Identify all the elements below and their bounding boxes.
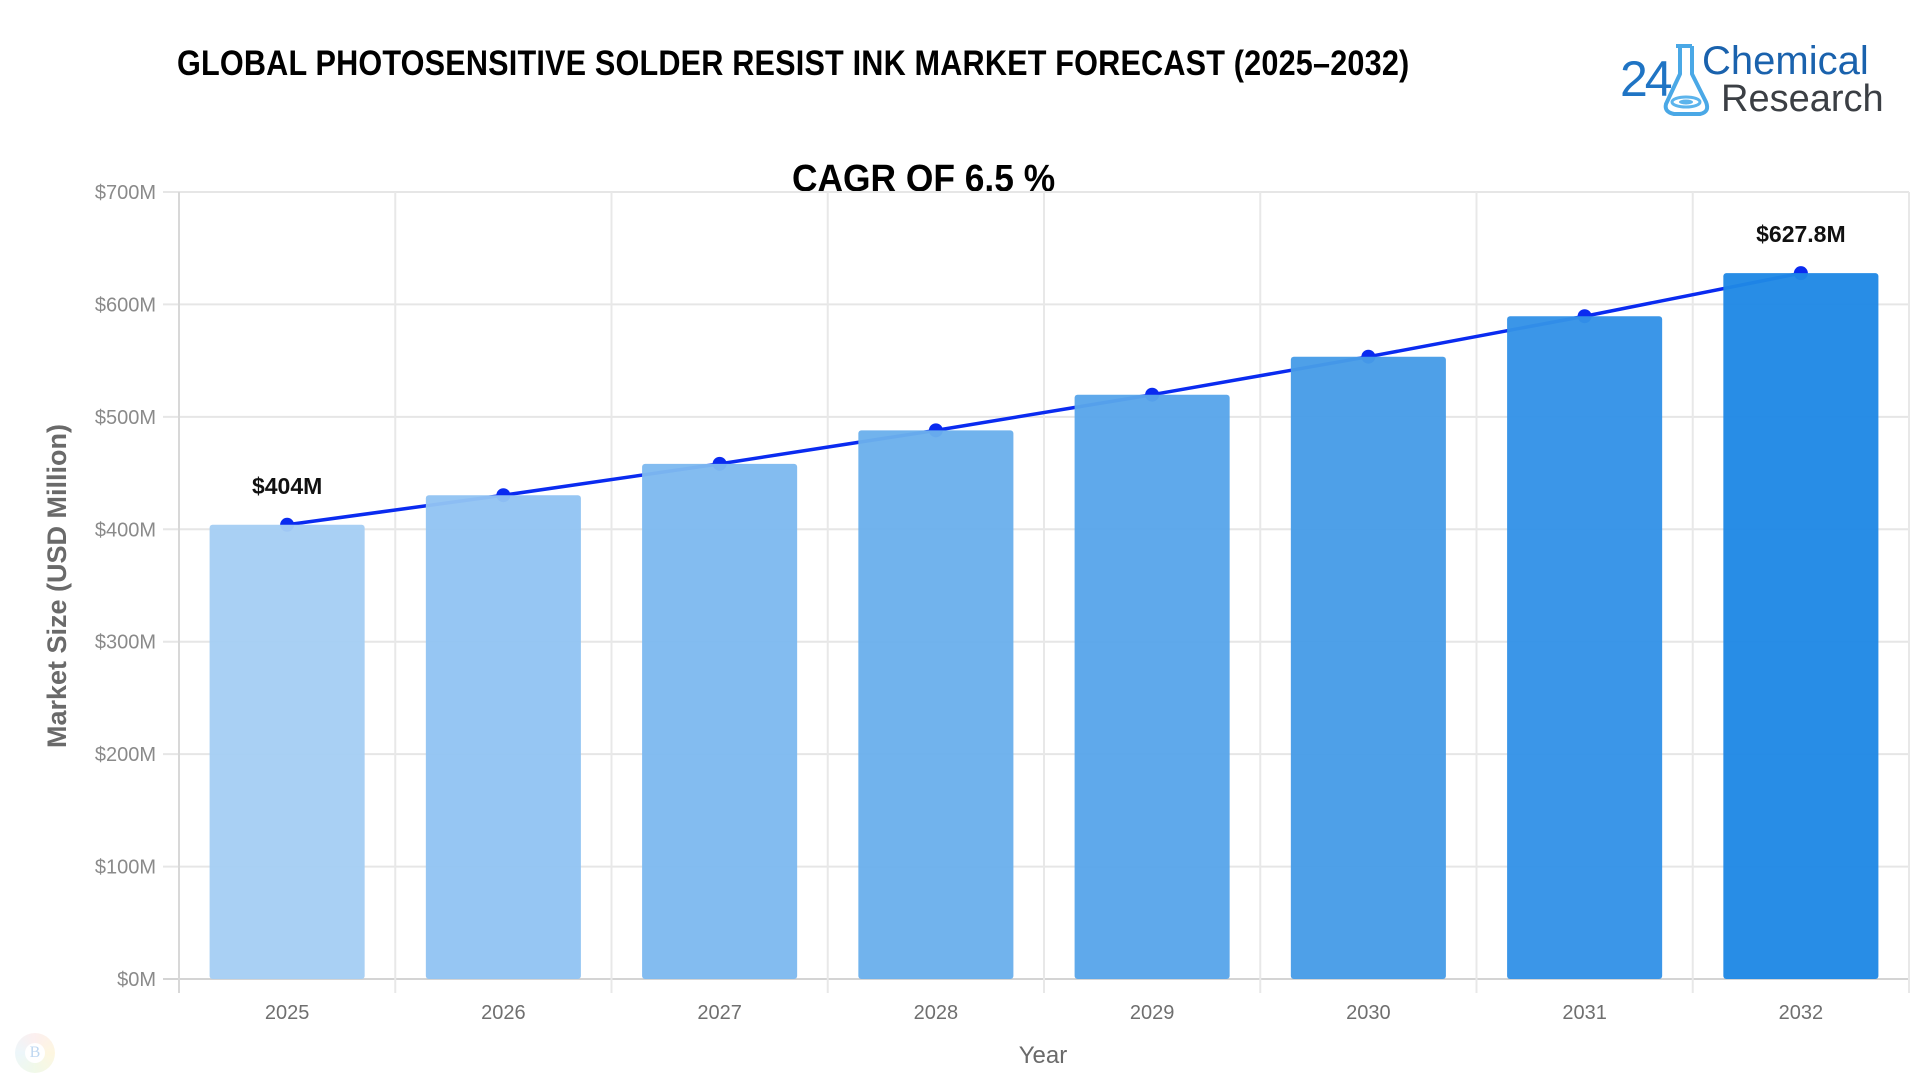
logo-text-chemical: Chemical: [1702, 39, 1869, 83]
data-label: $404M: [252, 473, 322, 499]
logo-number: 24: [1620, 51, 1673, 107]
y-tick-label: $600M: [95, 294, 156, 316]
x-tick-label: 2027: [697, 1002, 742, 1024]
logo-text-research: Research: [1721, 78, 1884, 120]
watermark-letter: B: [25, 1043, 45, 1063]
y-tick-label: $700M: [95, 182, 156, 204]
y-tick-label: $300M: [95, 632, 156, 654]
chart-main-title: GLOBAL PHOTOSENSITIVE SOLDER RESIST INK …: [177, 44, 1410, 83]
data-label: $627.8M: [1756, 221, 1846, 247]
bar-2025: [209, 524, 365, 979]
bar-2029: [1074, 394, 1230, 979]
x-tick-label: 2030: [1346, 1002, 1391, 1024]
bar-2027: [642, 463, 798, 979]
label-layer: $404M $627.8M: [252, 221, 1846, 499]
watermark-badge: B: [15, 1033, 55, 1073]
x-tick-label: 2029: [1130, 1002, 1175, 1024]
x-tick-label: 2025: [265, 1002, 310, 1024]
x-axis-title: Year: [1019, 1042, 1068, 1069]
bar-2032: [1723, 273, 1879, 979]
y-tick-label: $200M: [95, 744, 156, 766]
x-tick-label: 2028: [914, 1002, 959, 1024]
x-tick-label: 2031: [1562, 1002, 1607, 1024]
bar-2028: [858, 430, 1014, 979]
y-tick-label: $0M: [117, 969, 156, 991]
y-tick-label: $100M: [95, 857, 156, 879]
company-logo: 24 Chemical Research: [1618, 36, 1888, 126]
bar-2031: [1507, 316, 1663, 979]
y-tick-label: $500M: [95, 407, 156, 429]
x-tick-label: 2026: [481, 1002, 526, 1024]
bar-layer: [209, 273, 1879, 979]
y-axis-title: Market Size (USD Million): [42, 424, 72, 748]
y-tick-label: $400M: [95, 519, 156, 541]
bar-2026: [425, 495, 581, 979]
flask-icon: [1663, 44, 1710, 116]
bar-2030: [1290, 356, 1446, 979]
x-tick-label: 2032: [1779, 1002, 1824, 1024]
